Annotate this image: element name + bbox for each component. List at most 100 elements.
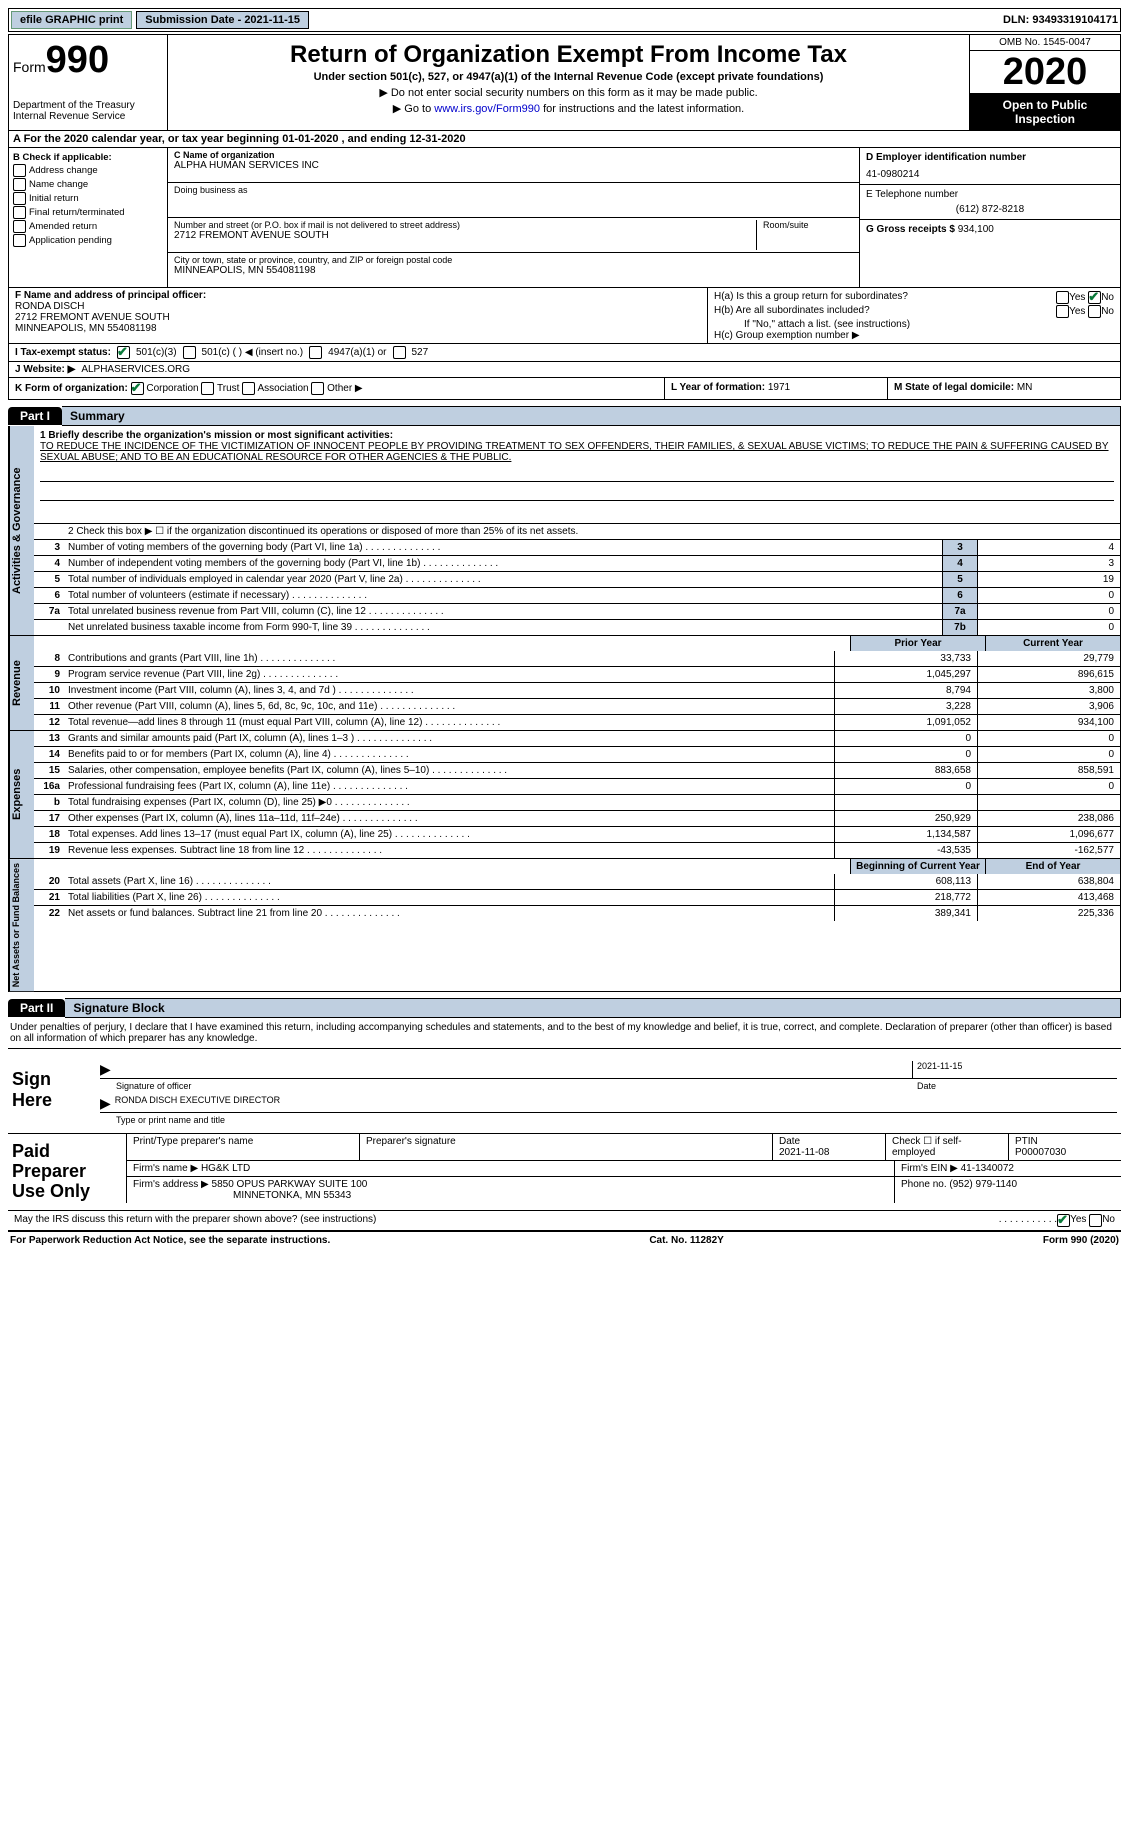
table-row: 16a Professional fundraising fees (Part … xyxy=(34,779,1120,795)
tax-year: 2020 xyxy=(970,51,1120,94)
goto-note: ▶ Go to www.irs.gov/Form990 for instruct… xyxy=(176,102,961,115)
row-m-state: M State of legal domicile: MN xyxy=(887,378,1120,399)
perjury-declaration: Under penalties of perjury, I declare th… xyxy=(8,1018,1121,1049)
table-row: 17 Other expenses (Part IX, column (A), … xyxy=(34,811,1120,827)
table-row: 5 Total number of individuals employed i… xyxy=(34,572,1120,588)
paid-label: Paid Preparer Use Only xyxy=(8,1134,126,1209)
row-l-year: L Year of formation: 1971 xyxy=(664,378,887,399)
sign-here-section: Sign Here ▶2021-11-15 Signature of offic… xyxy=(8,1049,1121,1134)
prep-sig-label: Preparer's signature xyxy=(359,1134,772,1160)
chk-501c[interactable] xyxy=(183,346,196,359)
chk-hb-no[interactable] xyxy=(1088,305,1101,318)
side-activities: Activities & Governance xyxy=(9,426,34,635)
form-prefix: Form xyxy=(13,59,46,75)
city-label: City or town, state or province, country… xyxy=(174,255,853,265)
ein-value: 41-0980214 xyxy=(866,169,1114,180)
open-inspection: Open to Public Inspection xyxy=(970,94,1120,130)
chk-hb-yes[interactable] xyxy=(1056,305,1069,318)
irs-discuss-row: May the IRS discuss this return with the… xyxy=(8,1210,1121,1230)
chk-trust[interactable] xyxy=(201,382,214,395)
table-row: 14 Benefits paid to or for members (Part… xyxy=(34,747,1120,763)
ein-label: D Employer identification number xyxy=(866,152,1114,163)
part1-tab: Part I xyxy=(8,407,62,425)
chk-amended[interactable] xyxy=(13,220,26,233)
table-row: Net unrelated business taxable income fr… xyxy=(34,620,1120,635)
chk-501c3[interactable] xyxy=(117,346,130,359)
firm-name: HG&K LTD xyxy=(201,1163,250,1174)
cat-number: Cat. No. 11282Y xyxy=(649,1235,723,1246)
form-footer: Form 990 (2020) xyxy=(1043,1235,1119,1246)
c-name-label: C Name of organization xyxy=(174,150,853,160)
part2-tab: Part II xyxy=(8,999,65,1017)
chk-name-change[interactable] xyxy=(13,178,26,191)
addr-label: Number and street (or P.O. box if mail i… xyxy=(174,220,750,230)
row-k-form-org: K Form of organization: Corporation Trus… xyxy=(9,378,664,399)
table-row: 13 Grants and similar amounts paid (Part… xyxy=(34,731,1120,747)
table-row: 18 Total expenses. Add lines 13–17 (must… xyxy=(34,827,1120,843)
org-address: 2712 FREMONT AVENUE SOUTH xyxy=(174,230,750,241)
table-row: 7a Total unrelated business revenue from… xyxy=(34,604,1120,620)
section-c-org-info: C Name of organization ALPHA HUMAN SERVI… xyxy=(168,148,859,287)
chk-4947[interactable] xyxy=(309,346,322,359)
org-name: ALPHA HUMAN SERVICES INC xyxy=(174,160,853,171)
form-title: Return of Organization Exempt From Incom… xyxy=(176,41,961,69)
top-bar: efile GRAPHIC print Submission Date - 20… xyxy=(8,8,1121,32)
prior-year-hdr: Prior Year xyxy=(850,636,985,651)
ssn-note: ▶ Do not enter social security numbers o… xyxy=(176,86,961,99)
chk-initial-return[interactable] xyxy=(13,192,26,205)
sign-here-label: Sign Here xyxy=(8,1049,96,1133)
f-label: F Name and address of principal officer: xyxy=(15,290,701,301)
pra-notice: For Paperwork Reduction Act Notice, see … xyxy=(10,1235,330,1246)
chk-app-pending[interactable] xyxy=(13,234,26,247)
table-row: b Total fundraising expenses (Part IX, c… xyxy=(34,795,1120,811)
table-row: 4 Number of independent voting members o… xyxy=(34,556,1120,572)
irs-link[interactable]: www.irs.gov/Form990 xyxy=(434,103,540,115)
firm-phone-label: Phone no. xyxy=(901,1179,947,1190)
chk-discuss-yes[interactable] xyxy=(1057,1214,1070,1227)
section-d-ein: D Employer identification number 41-0980… xyxy=(859,148,1120,287)
k-label: K Form of organization: xyxy=(15,383,128,394)
omb-number: OMB No. 1545-0047 xyxy=(970,35,1120,51)
part1-title: Summary xyxy=(62,406,1121,426)
table-row: 22 Net assets or fund balances. Subtract… xyxy=(34,906,1120,921)
ptin-label: PTIN xyxy=(1015,1136,1038,1147)
efile-print-button[interactable]: efile GRAPHIC print xyxy=(11,11,132,29)
hb-label: H(b) Are all subordinates included? xyxy=(714,305,870,318)
chk-ha-yes[interactable] xyxy=(1056,291,1069,304)
section-h-group: H(a) Is this a group return for subordin… xyxy=(707,288,1120,343)
org-city: MINNEAPOLIS, MN 554081198 xyxy=(174,265,853,276)
room-label: Room/suite xyxy=(763,220,853,230)
end-year-hdr: End of Year xyxy=(985,859,1120,874)
side-revenue: Revenue xyxy=(9,636,34,730)
form-number: Form990 xyxy=(13,39,163,82)
officer-typed: RONDA DISCH EXECUTIVE DIRECTOR xyxy=(115,1095,280,1112)
chk-discuss-no[interactable] xyxy=(1089,1214,1102,1227)
table-row: 20 Total assets (Part X, line 16) 608,11… xyxy=(34,874,1120,890)
chk-corporation[interactable] xyxy=(131,382,144,395)
print-name-label: Print/Type preparer's name xyxy=(126,1134,359,1160)
prep-date: 2021-11-08 xyxy=(779,1147,829,1158)
section-b-checkboxes: B Check if applicable: Address change Na… xyxy=(9,148,168,287)
prep-date-label: Date xyxy=(779,1136,800,1147)
officer-addr2: MINNEAPOLIS, MN 554081198 xyxy=(15,323,701,334)
part1-header: Part I Summary xyxy=(8,406,1121,426)
chk-final-return[interactable] xyxy=(13,206,26,219)
chk-other[interactable] xyxy=(311,382,324,395)
form-header: Form990 Department of the Treasury Inter… xyxy=(8,34,1121,131)
chk-association[interactable] xyxy=(242,382,255,395)
chk-address-change[interactable] xyxy=(13,164,26,177)
ha-label: H(a) Is this a group return for subordin… xyxy=(714,291,908,304)
date-label: Date xyxy=(917,1081,1117,1091)
type-name-label: Type or print name and title xyxy=(100,1115,1117,1125)
year-header: Prior Year Current Year xyxy=(34,636,1120,651)
hc-label: H(c) Group exemption number ▶ xyxy=(714,330,1114,341)
firm-addr-label: Firm's address ▶ xyxy=(133,1179,209,1190)
phone-value: (612) 872-8218 xyxy=(866,204,1114,215)
table-row: 3 Number of voting members of the govern… xyxy=(34,540,1120,556)
firm-ein-label: Firm's EIN ▶ xyxy=(901,1163,958,1174)
j-label: J Website: ▶ xyxy=(15,364,75,375)
check-self-employed: Check ☐ if self-employed xyxy=(885,1134,1008,1160)
chk-527[interactable] xyxy=(393,346,406,359)
chk-ha-no[interactable] xyxy=(1088,291,1101,304)
table-row: 6 Total number of volunteers (estimate i… xyxy=(34,588,1120,604)
